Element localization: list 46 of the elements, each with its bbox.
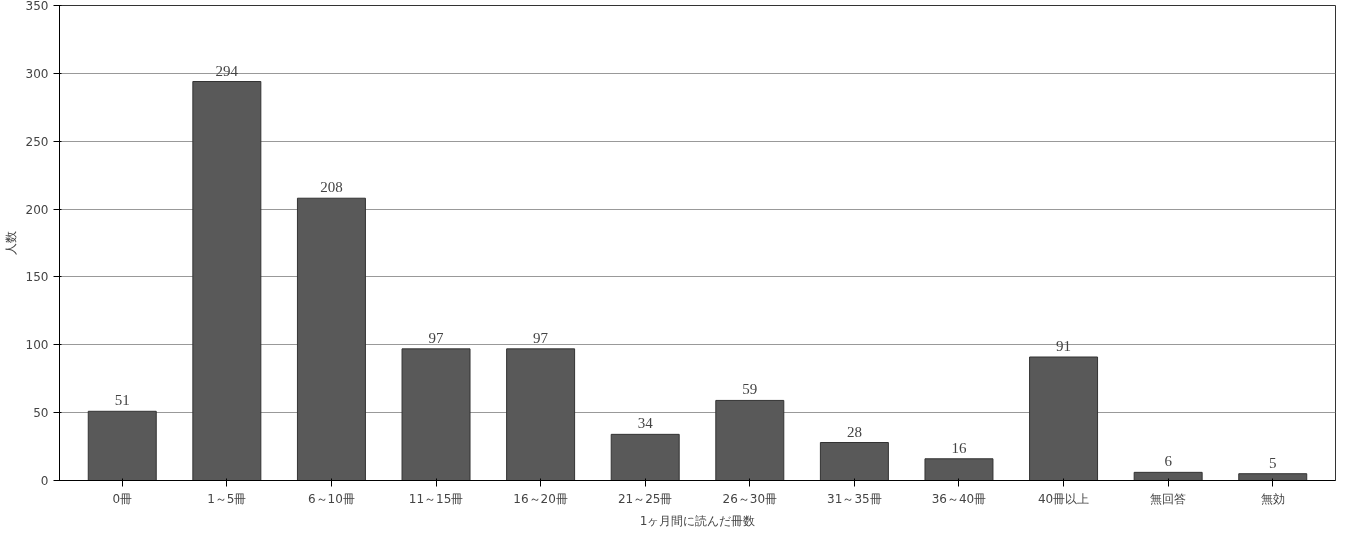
bar bbox=[610, 433, 680, 481]
x-tick-label: 21～25冊 bbox=[617, 491, 673, 506]
data-label: 97 bbox=[533, 329, 549, 346]
bar bbox=[1029, 356, 1099, 481]
y-tick-label: 350 bbox=[25, 0, 49, 13]
data-label: 5 bbox=[1269, 454, 1277, 471]
data-label: 28 bbox=[846, 423, 862, 440]
x-tick-label: 6～10冊 bbox=[307, 491, 355, 506]
y-tick-label: 300 bbox=[25, 66, 49, 81]
y-tick-label: 50 bbox=[33, 406, 49, 421]
bar bbox=[296, 197, 366, 481]
bar bbox=[506, 348, 576, 481]
bar bbox=[715, 399, 785, 481]
x-tick-label: 0冊 bbox=[112, 491, 133, 506]
y-tick-label: 200 bbox=[25, 202, 49, 217]
x-axis-title: 1ヶ月間に読んだ冊数 bbox=[639, 513, 756, 528]
x-tick-label: 無効 bbox=[1260, 491, 1285, 506]
bar bbox=[1133, 471, 1203, 481]
y-tick-label: 150 bbox=[25, 270, 49, 285]
x-tick-label: 16～20冊 bbox=[513, 491, 568, 506]
data-label: 51 bbox=[114, 392, 130, 409]
bar bbox=[1238, 473, 1308, 481]
y-tick-label: 250 bbox=[25, 134, 49, 149]
data-label: 208 bbox=[320, 179, 343, 196]
data-label: 59 bbox=[742, 381, 758, 398]
x-tick-label: 11～15冊 bbox=[408, 491, 464, 506]
bar bbox=[192, 81, 262, 481]
x-tick-label: 無回答 bbox=[1150, 491, 1187, 506]
data-label: 34 bbox=[637, 415, 654, 432]
data-label: 97 bbox=[428, 329, 445, 346]
bar bbox=[401, 348, 471, 481]
y-tick-label: 0 bbox=[40, 474, 49, 488]
bar bbox=[924, 458, 994, 481]
x-tick-label: 31～35冊 bbox=[827, 491, 882, 506]
x-tick-label: 26～30冊 bbox=[722, 491, 778, 506]
data-label: 91 bbox=[1056, 338, 1072, 354]
bar bbox=[819, 442, 889, 481]
bar bbox=[87, 410, 157, 481]
y-tick-label: 100 bbox=[25, 338, 49, 353]
data-label: 6 bbox=[1164, 453, 1173, 470]
data-label: 294 bbox=[215, 62, 239, 79]
x-tick-label: 36～40冊 bbox=[931, 491, 987, 506]
x-tick-label: 40冊以上 bbox=[1037, 491, 1090, 506]
data-label: 16 bbox=[951, 439, 967, 456]
y-axis-title: 人数 bbox=[3, 231, 18, 255]
x-tick-label: 1～5冊 bbox=[207, 491, 247, 506]
